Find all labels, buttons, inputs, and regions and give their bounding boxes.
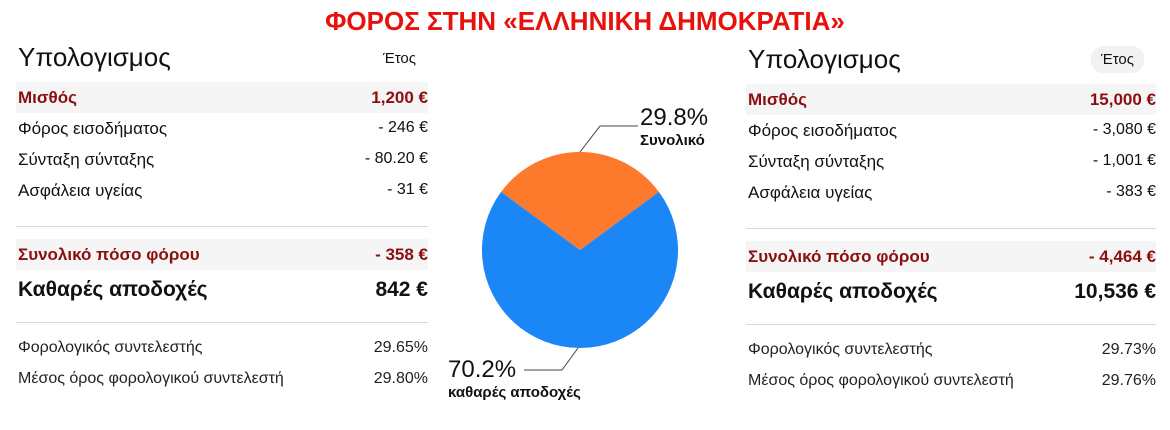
left-net-label: Καθαρές αποδοχές <box>18 278 208 301</box>
pie-slice-net <box>482 191 678 349</box>
pie-slice-tax <box>501 152 659 250</box>
right-avg-rate-value: 29.76% <box>1101 372 1156 389</box>
left-total-tax-value: - 358 € <box>375 245 428 264</box>
tax-pie-chart: 29.8% Συνολικό 70.2% καθαρές αποδοχές <box>440 90 740 420</box>
tax-leader-line <box>579 125 638 153</box>
right-panel-header: Υπολογισμος Έτος <box>746 42 1156 84</box>
right-tax-rate-label: Φορολογικός συντελεστής <box>748 341 933 358</box>
left-tax-rate-row: Φορολογικός συντελεστής 29.65% <box>16 333 428 364</box>
right-salary-value: 15,000 € <box>1089 90 1156 109</box>
pie-chart-svg <box>482 125 678 371</box>
divider <box>746 228 1156 229</box>
right-health-label: Ασφάλεια υγείας <box>748 183 873 202</box>
left-health-label: Ασφάλεια υγείας <box>18 181 143 200</box>
right-total-tax-row: Συνολικό πόσο φόρου - 4,464 € <box>746 241 1156 272</box>
right-net-value: 10,536 € <box>1074 280 1156 303</box>
left-pension-row: Σύνταξη σύνταξης - 80.20 € <box>16 144 428 175</box>
right-pension-row: Σύνταξη σύνταξης - 1,001 € <box>746 146 1156 177</box>
right-income-tax-value: - 3,080 € <box>1092 121 1156 138</box>
left-pension-value: - 80.20 € <box>364 150 428 167</box>
left-total-tax-label: Συνολικό πόσο φόρου <box>18 245 200 264</box>
right-total-tax-label: Συνολικό πόσο φόρου <box>748 247 930 266</box>
right-pension-value: - 1,001 € <box>1092 152 1156 169</box>
left-pension-label: Σύνταξη σύνταξης <box>18 150 155 169</box>
left-health-value: - 31 € <box>387 181 428 198</box>
left-salary-row: Μισθός 1,200 € <box>16 82 428 113</box>
right-tax-rate-value: 29.73% <box>1101 341 1156 358</box>
net-slice-label: 70.2% καθαρές αποδοχές <box>448 356 581 401</box>
divider <box>16 322 428 323</box>
right-avg-rate-label: Μέσος όρος φορολογικού συντελεστή <box>748 372 1014 389</box>
net-slice-caption: καθαρές αποδοχές <box>448 384 581 401</box>
left-panel-title: Υπολογισμος <box>18 42 171 72</box>
left-income-tax-row: Φόρος εισοδήματος - 246 € <box>16 113 428 144</box>
right-pension-label: Σύνταξη σύνταξης <box>748 152 885 171</box>
right-calculation-panel: Υπολογισμος Έτος Μισθός 15,000 € Φόρος ε… <box>746 42 1156 397</box>
right-salary-label: Μισθός <box>748 90 807 109</box>
right-avg-rate-row: Μέσος όρος φορολογικού συντελεστή 29.76% <box>746 366 1156 397</box>
divider <box>746 324 1156 325</box>
right-period-selector[interactable]: Έτος <box>1090 46 1144 73</box>
left-avg-rate-label: Μέσος όρος φορολογικού συντελεστή <box>18 370 284 387</box>
left-avg-rate-value: 29.80% <box>373 370 428 387</box>
left-net-value: 842 € <box>375 278 428 301</box>
left-health-row: Ασφάλεια υγείας - 31 € <box>16 175 428 206</box>
left-salary-label: Μισθός <box>18 88 77 107</box>
page-title: ΦΟΡΟΣ ΣΤΗΝ «ΕΛΛΗΝΙΚΗ ΔΗΜΟΚΡΑΤΙΑ» <box>325 6 845 36</box>
right-health-value: - 383 € <box>1106 183 1156 200</box>
right-net-row: Καθαρές αποδοχές 10,536 € <box>746 272 1156 312</box>
right-tax-rate-row: Φορολογικός συντελεστής 29.73% <box>746 335 1156 366</box>
left-period-selector[interactable]: Έτος <box>382 50 416 67</box>
divider <box>16 226 428 227</box>
left-total-tax-row: Συνολικό πόσο φόρου - 358 € <box>16 239 428 270</box>
left-income-tax-value: - 246 € <box>378 119 428 136</box>
left-net-row: Καθαρές αποδοχές 842 € <box>16 270 428 310</box>
left-tax-rate-label: Φορολογικός συντελεστής <box>18 339 203 356</box>
right-total-tax-value: - 4,464 € <box>1088 247 1156 266</box>
net-leader-line <box>524 347 579 371</box>
left-income-tax-label: Φόρος εισοδήματος <box>18 119 168 138</box>
net-slice-percent: 70.2% <box>448 356 517 383</box>
left-panel-header: Υπολογισμος Έτος <box>16 40 428 82</box>
tax-slice-percent: 29.8% <box>640 104 709 131</box>
left-calculation-panel: Υπολογισμος Έτος Μισθός 1,200 € Φόρος ει… <box>16 40 428 395</box>
right-income-tax-label: Φόρος εισοδήματος <box>748 121 898 140</box>
left-tax-rate-value: 29.65% <box>373 339 428 356</box>
right-panel-title: Υπολογισμος <box>748 44 901 74</box>
right-health-row: Ασφάλεια υγείας - 383 € <box>746 177 1156 208</box>
right-income-tax-row: Φόρος εισοδήματος - 3,080 € <box>746 115 1156 146</box>
right-salary-row: Μισθός 15,000 € <box>746 84 1156 115</box>
left-avg-rate-row: Μέσος όρος φορολογικού συντελεστή 29.80% <box>16 364 428 395</box>
right-net-label: Καθαρές αποδοχές <box>748 280 938 303</box>
tax-slice-label: 29.8% Συνολικό <box>640 104 708 149</box>
tax-slice-caption: Συνολικό <box>640 132 705 149</box>
left-salary-value: 1,200 € <box>371 88 428 107</box>
